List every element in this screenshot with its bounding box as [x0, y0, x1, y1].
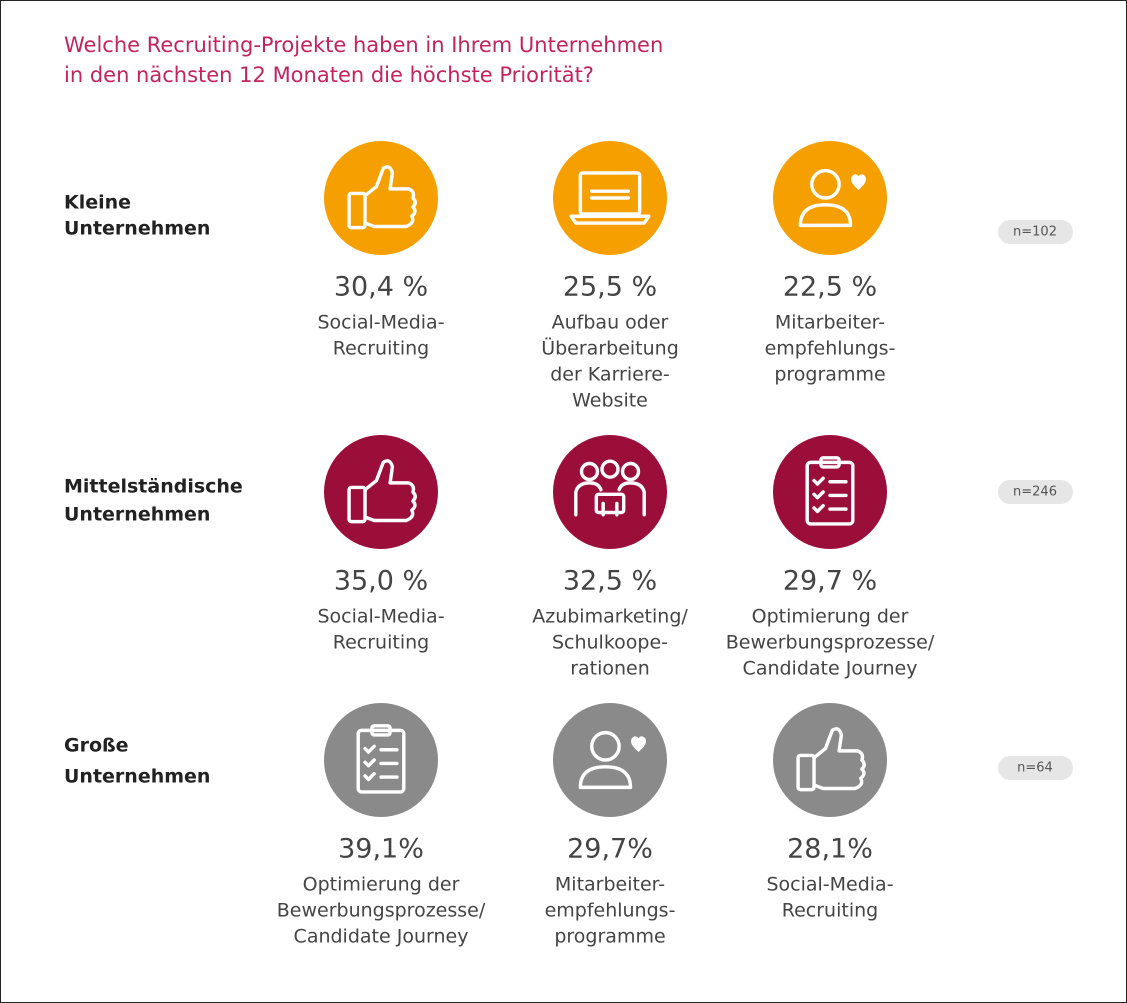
- row-label: Kleine: [64, 192, 131, 214]
- percent: 39,1%: [338, 834, 424, 865]
- n-label: n=102: [1013, 225, 1057, 240]
- item-label: rationen: [570, 658, 650, 680]
- n-pill: [998, 220, 1073, 244]
- item-label: programme: [554, 926, 665, 948]
- percent: 29,7%: [567, 834, 653, 865]
- item-label: Recruiting: [333, 632, 429, 654]
- n-pill: [998, 756, 1073, 780]
- item-label: Recruiting: [782, 900, 878, 922]
- item-label: empfehlungs-: [765, 338, 896, 360]
- percent: 28,1%: [787, 834, 873, 865]
- item-label: Bewerbungsprozesse/: [277, 900, 486, 922]
- icon-circle: [553, 435, 667, 549]
- row-label: Große: [64, 735, 129, 757]
- icon-circle: [324, 435, 438, 549]
- icon-circle: [324, 141, 438, 255]
- item-label: Candidate Journey: [294, 926, 469, 948]
- item-label: Social-Media-: [317, 312, 444, 334]
- item-label: Mitarbeiter-: [775, 312, 885, 334]
- item-label: programme: [774, 364, 885, 386]
- percent: 29,7 %: [783, 566, 877, 597]
- item-label: Website: [572, 390, 648, 412]
- icon-circle: [773, 703, 887, 817]
- item-label: Social-Media-: [766, 874, 893, 896]
- n-label: n=64: [1017, 761, 1053, 776]
- row-label: Unternehmen: [64, 766, 210, 788]
- percent: 35,0 %: [334, 566, 428, 597]
- percent: 32,5 %: [563, 566, 657, 597]
- percent: 25,5 %: [563, 272, 657, 303]
- percent: 30,4 %: [334, 272, 428, 303]
- item-label: Recruiting: [333, 338, 429, 360]
- title-line: in den nächsten 12 Monaten die höchste P…: [64, 63, 594, 87]
- icon-circle: [773, 435, 887, 549]
- icon-circle: [324, 703, 438, 817]
- item-label: Azubimarketing/: [532, 606, 688, 628]
- item-label: Social-Media-: [317, 606, 444, 628]
- row-label: Mittelständische: [64, 476, 243, 498]
- row-label: Unternehmen: [64, 504, 210, 526]
- row-label: Unternehmen: [64, 218, 210, 240]
- item-label: Optimierung der: [303, 874, 460, 896]
- item-label: der Karriere-: [550, 364, 670, 386]
- item-label: Candidate Journey: [743, 658, 918, 680]
- n-pill: [998, 480, 1073, 504]
- item-label: Überarbeitung: [541, 337, 679, 360]
- item-label: Optimierung der: [752, 606, 909, 628]
- item-label: empfehlungs-: [545, 900, 676, 922]
- item-label: Aufbau oder: [552, 312, 669, 334]
- n-label: n=246: [1013, 485, 1057, 500]
- item-label: Schulkoope-: [552, 632, 668, 654]
- item-label: Mitarbeiter-: [555, 874, 665, 896]
- title-line: Welche Recruiting-Projekte haben in Ihre…: [64, 33, 663, 57]
- percent: 22,5 %: [783, 272, 877, 303]
- item-label: Bewerbungsprozesse/: [726, 632, 935, 654]
